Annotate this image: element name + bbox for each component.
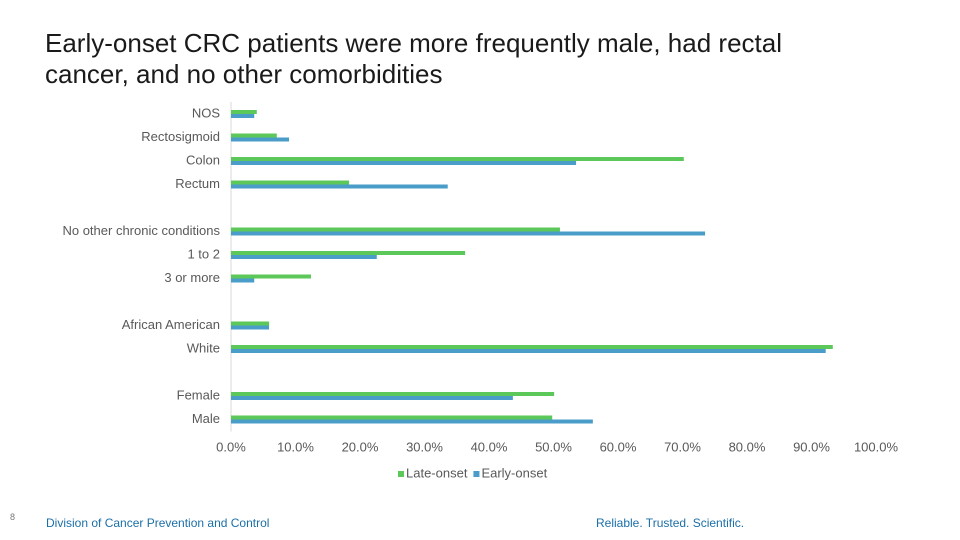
bar [231, 349, 826, 353]
x-tick-label: 60.0% [600, 439, 637, 454]
bar [231, 114, 255, 118]
y-tick-label: NOS [192, 105, 221, 120]
chart-title: Early-onset CRC patients were more frequ… [45, 28, 782, 89]
page-number: 8 [10, 512, 16, 522]
y-tick-label: 1 to 2 [187, 246, 220, 261]
x-tick-label: 10.0% [277, 439, 314, 454]
bar [231, 415, 553, 420]
x-tick-label: 90.0% [793, 439, 830, 454]
bar [231, 321, 270, 326]
x-tick-label: 40.0% [471, 439, 508, 454]
bar [231, 157, 684, 161]
legend-swatch [473, 471, 480, 477]
y-tick-label: Rectum [175, 176, 220, 191]
bar [231, 180, 350, 185]
x-tick-label: 100.0% [854, 439, 899, 454]
bar [231, 419, 593, 424]
bar [231, 325, 270, 330]
y-tick-label: White [187, 340, 220, 355]
y-tick-label: No other chronic conditions [62, 223, 220, 238]
x-tick-label: 80.0% [729, 439, 766, 454]
x-tick-label: 0.0% [216, 439, 246, 454]
bar [231, 345, 833, 349]
y-tick-label: 3 or more [164, 270, 220, 285]
bar [231, 392, 555, 396]
x-tick-label: 20.0% [342, 439, 379, 454]
bar [231, 278, 255, 283]
footer-left: Division of Cancer Prevention and Contro… [46, 516, 270, 530]
y-tick-label: Male [192, 411, 220, 426]
legend-label: Late-onset [406, 465, 468, 480]
x-tick-label: 30.0% [406, 439, 443, 454]
y-tick-label: Female [177, 387, 220, 402]
bar [231, 251, 466, 255]
bar [231, 396, 513, 400]
bar [231, 161, 577, 165]
bar [231, 184, 448, 189]
y-tick-label: Colon [186, 152, 220, 167]
y-tick-label: Rectosigmoid [141, 129, 220, 144]
x-tick-label: 70.0% [664, 439, 701, 454]
bar [231, 231, 706, 236]
footer-right: Reliable. Trusted. Scientific. [596, 516, 745, 530]
bar [231, 255, 377, 259]
bar [231, 274, 311, 279]
x-tick-label: 50.0% [535, 439, 572, 454]
bar [231, 133, 277, 138]
bar [231, 137, 290, 142]
legend-swatch [398, 471, 404, 477]
y-tick-label: African American [122, 317, 220, 332]
bar [231, 227, 560, 232]
legend-label: Early-onset [481, 465, 547, 480]
bar [231, 110, 257, 114]
